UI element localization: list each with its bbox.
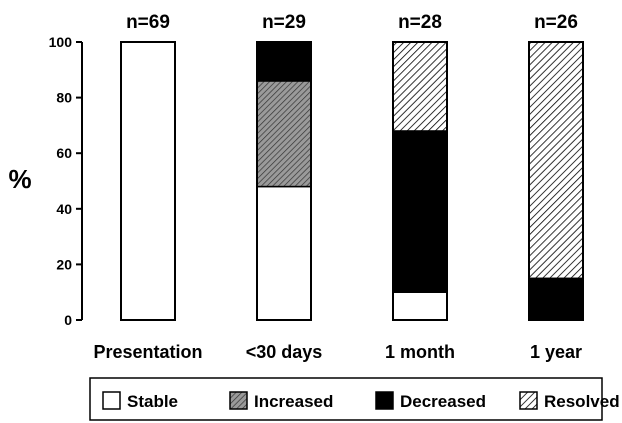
count-label: n=28 bbox=[398, 12, 442, 33]
y-tick-label: 100 bbox=[49, 34, 73, 50]
legend-swatch-resolved bbox=[519, 391, 538, 410]
bar-segment-decreased bbox=[528, 277, 584, 321]
category-label: 1 month bbox=[385, 342, 455, 362]
legend-label: Increased bbox=[254, 392, 333, 411]
bar-segment-stable bbox=[256, 185, 312, 321]
bar-outline bbox=[392, 41, 448, 321]
bar-outline bbox=[528, 41, 584, 321]
bar-segment-resolved bbox=[392, 41, 448, 132]
bar-segment-decreased bbox=[392, 130, 448, 293]
legend-swatch-stable bbox=[102, 391, 121, 410]
y-tick-label: 0 bbox=[64, 312, 72, 328]
legend-label: Decreased bbox=[400, 392, 486, 411]
count-label: n=26 bbox=[534, 12, 578, 33]
bar-segment-increased bbox=[256, 80, 312, 188]
count-labels: n=69 n=29 n=28 n=26 bbox=[126, 12, 578, 33]
y-tick-label: 20 bbox=[56, 256, 72, 272]
legend: Stable Increased Decreased Resolved bbox=[89, 377, 620, 421]
category-label: 1 year bbox=[530, 342, 582, 362]
bar-segment-stable bbox=[392, 291, 448, 321]
category-label: <30 days bbox=[246, 342, 323, 362]
bar-segment-decreased bbox=[256, 41, 312, 82]
y-tick-label: 80 bbox=[56, 90, 72, 106]
y-tick-label: 40 bbox=[56, 201, 72, 217]
legend-swatch-increased bbox=[229, 391, 248, 410]
legend-swatch-decreased bbox=[375, 391, 394, 410]
count-label: n=29 bbox=[262, 12, 306, 33]
legend-label: Resolved bbox=[544, 392, 620, 411]
y-axis: 0 20 40 60 80 100 bbox=[49, 34, 83, 328]
bar-outline bbox=[120, 41, 176, 321]
category-labels: Presentation <30 days 1 month 1 year bbox=[93, 342, 582, 362]
bar-segment-resolved bbox=[528, 41, 584, 280]
category-label: Presentation bbox=[93, 342, 202, 362]
y-tick-label: 60 bbox=[56, 145, 72, 161]
bars bbox=[120, 41, 584, 321]
bar-segment-stable bbox=[120, 41, 176, 321]
count-label: n=69 bbox=[126, 12, 170, 33]
legend-frame bbox=[89, 377, 603, 421]
legend-label: Stable bbox=[127, 392, 178, 411]
bar-outline bbox=[256, 41, 312, 321]
y-axis-label: % bbox=[8, 164, 31, 194]
